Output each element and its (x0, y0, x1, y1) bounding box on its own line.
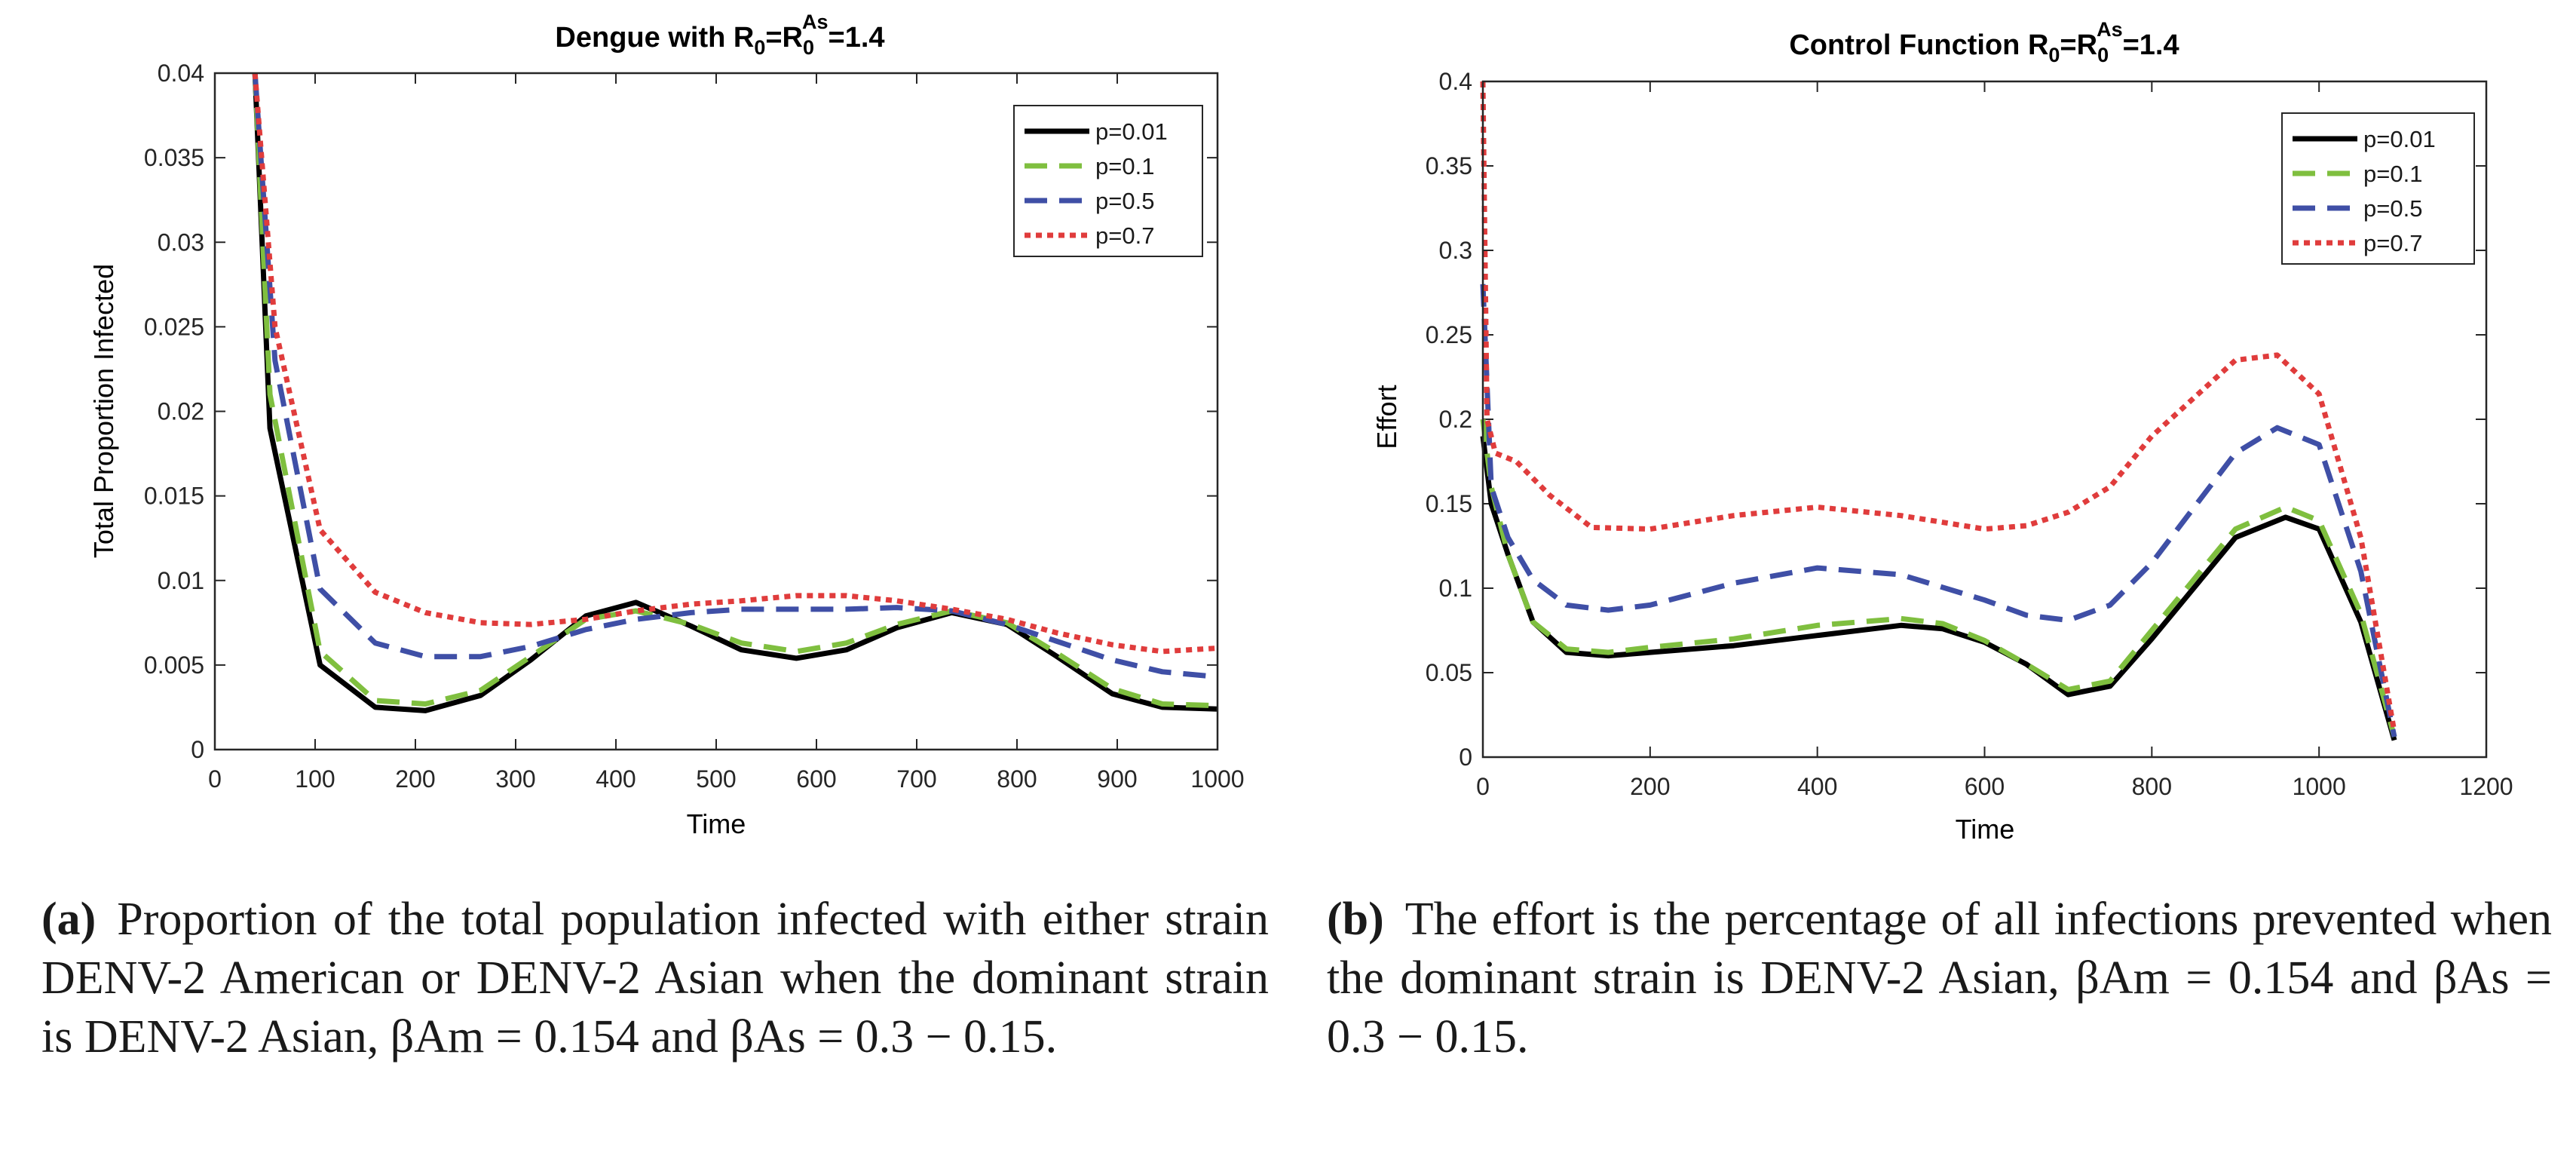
chart-a-title: Dengue with R0=R0As=1.4 (555, 11, 884, 59)
caption-a: (a) Proportion of the total population in… (41, 890, 1269, 1066)
chart-b-series-line-1 (1480, 419, 2397, 738)
chart-a-legend: p=0.01 p=0.1 p=0.5 p=0.7 (1013, 105, 1203, 257)
chart-a-legend-label: p=0.1 (1095, 153, 1154, 179)
chart-b-xtick-label: 1200 (2459, 773, 2513, 800)
chart-a-xtick-label: 1000 (1190, 765, 1244, 793)
caption-a-label: (a) (41, 894, 96, 945)
chart-a-xtick-label: 200 (395, 765, 435, 793)
chart-a-xtick-label: 400 (596, 765, 636, 793)
chart-b-ytick-label: 0.1 (1439, 575, 1472, 602)
chart-b-axes-frame (1481, 80, 2488, 759)
chart-a-legend-label: p=0.5 (1095, 188, 1154, 214)
chart-a-ticks: 0 100 200 300 400 500 600 700 800 900 1000 0 0.005 0.… (144, 60, 1245, 793)
chart-b-ytick-label: 0.2 (1439, 406, 1472, 433)
caption-a-text: Proportion of the total population infec… (41, 894, 1269, 1063)
chart-a-xtick-label: 0 (208, 765, 222, 793)
chart-a-ylabel: Total Proportion Infected (88, 264, 119, 558)
chart-b-series-line-2 (1480, 284, 2397, 738)
chart-b-title: Control Function R0=R0As=1.4 (1789, 18, 2179, 66)
chart-b-ytick-label: 0.4 (1439, 68, 1472, 95)
chart-a-series-line-1 (252, 72, 1218, 709)
chart-a-legend-label: p=0.7 (1095, 222, 1154, 249)
caption-b-text: The effort is the percentage of all infe… (1327, 894, 2552, 1063)
caption-b: (b) The effort is the percentage of all i… (1327, 890, 2552, 1066)
chart-a-ytick-label: 0.03 (158, 228, 204, 256)
chart-a-axes-frame (213, 72, 1219, 751)
chart-a-ytick-label: 0 (191, 736, 204, 763)
chart-b-ylabel: Effort (1371, 385, 1402, 449)
figure-charts: Dengue with R0=R0As=1.4 Total Proportion… (88, 11, 2513, 845)
chart-b-ytick-label: 0.35 (1426, 152, 1472, 179)
chart-a-ytick-label: 0.04 (158, 60, 204, 87)
chart-a: Dengue with R0=R0As=1.4 Total Proportion… (88, 11, 1245, 839)
chart-b-ytick-label: 0.15 (1426, 490, 1472, 517)
chart-b: Control Function R0=R0As=1.4 Effort Time… (1371, 18, 2513, 845)
chart-a-ytick-label: 0.035 (144, 144, 204, 171)
chart-b-xtick-label: 0 (1476, 773, 1490, 800)
chart-a-series-line-2 (252, 72, 1218, 680)
chart-a-ytick-label: 0.02 (158, 398, 204, 425)
chart-a-xtick-label: 700 (896, 765, 936, 793)
chart-a-xtick-label: 800 (997, 765, 1037, 793)
chart-b-legend: p=0.01 p=0.1 p=0.5 p=0.7 (2281, 112, 2475, 265)
chart-a-ytick-label: 0.01 (158, 567, 204, 594)
chart-b-ytick-label: 0.25 (1426, 321, 1472, 348)
chart-b-xtick-label: 600 (1965, 773, 2005, 800)
chart-b-series-line-3 (1480, 81, 2397, 732)
chart-b-xlabel: Time (1956, 814, 2015, 845)
chart-b-ytick-label: 0.05 (1426, 659, 1472, 686)
chart-b-ytick-label: 0.3 (1439, 237, 1472, 264)
chart-b-legend-label: p=0.01 (2363, 126, 2436, 152)
chart-b-xtick-label: 400 (1797, 773, 1837, 800)
chart-b-series-line-0 (1480, 435, 2397, 741)
chart-a-ytick-label: 0.015 (144, 483, 204, 510)
chart-a-series-line-3 (252, 72, 1218, 655)
caption-b-label: (b) (1327, 894, 1384, 945)
chart-b-legend-label: p=0.1 (2363, 161, 2422, 187)
chart-a-xlabel: Time (687, 808, 746, 839)
chart-a-xtick-label: 100 (295, 765, 335, 793)
chart-a-ytick-label: 0.025 (144, 313, 204, 340)
chart-a-series-line-0 (252, 72, 1218, 713)
chart-b-legend-label: p=0.5 (2363, 195, 2422, 222)
chart-a-series (252, 72, 1218, 713)
chart-b-xtick-label: 200 (1630, 773, 1670, 800)
chart-a-ytick-label: 0.005 (144, 652, 204, 679)
chart-a-xtick-label: 300 (495, 765, 535, 793)
chart-b-ytick-label: 0 (1459, 744, 1472, 771)
chart-b-xtick-label: 1000 (2293, 773, 2346, 800)
chart-a-legend-label: p=0.01 (1095, 118, 1168, 145)
chart-b-series (1480, 81, 2397, 741)
chart-a-xtick-label: 500 (696, 765, 736, 793)
chart-a-xtick-label: 600 (796, 765, 836, 793)
chart-b-xtick-label: 800 (2132, 773, 2172, 800)
chart-b-legend-label: p=0.7 (2363, 230, 2422, 256)
chart-a-xtick-label: 900 (1097, 765, 1137, 793)
